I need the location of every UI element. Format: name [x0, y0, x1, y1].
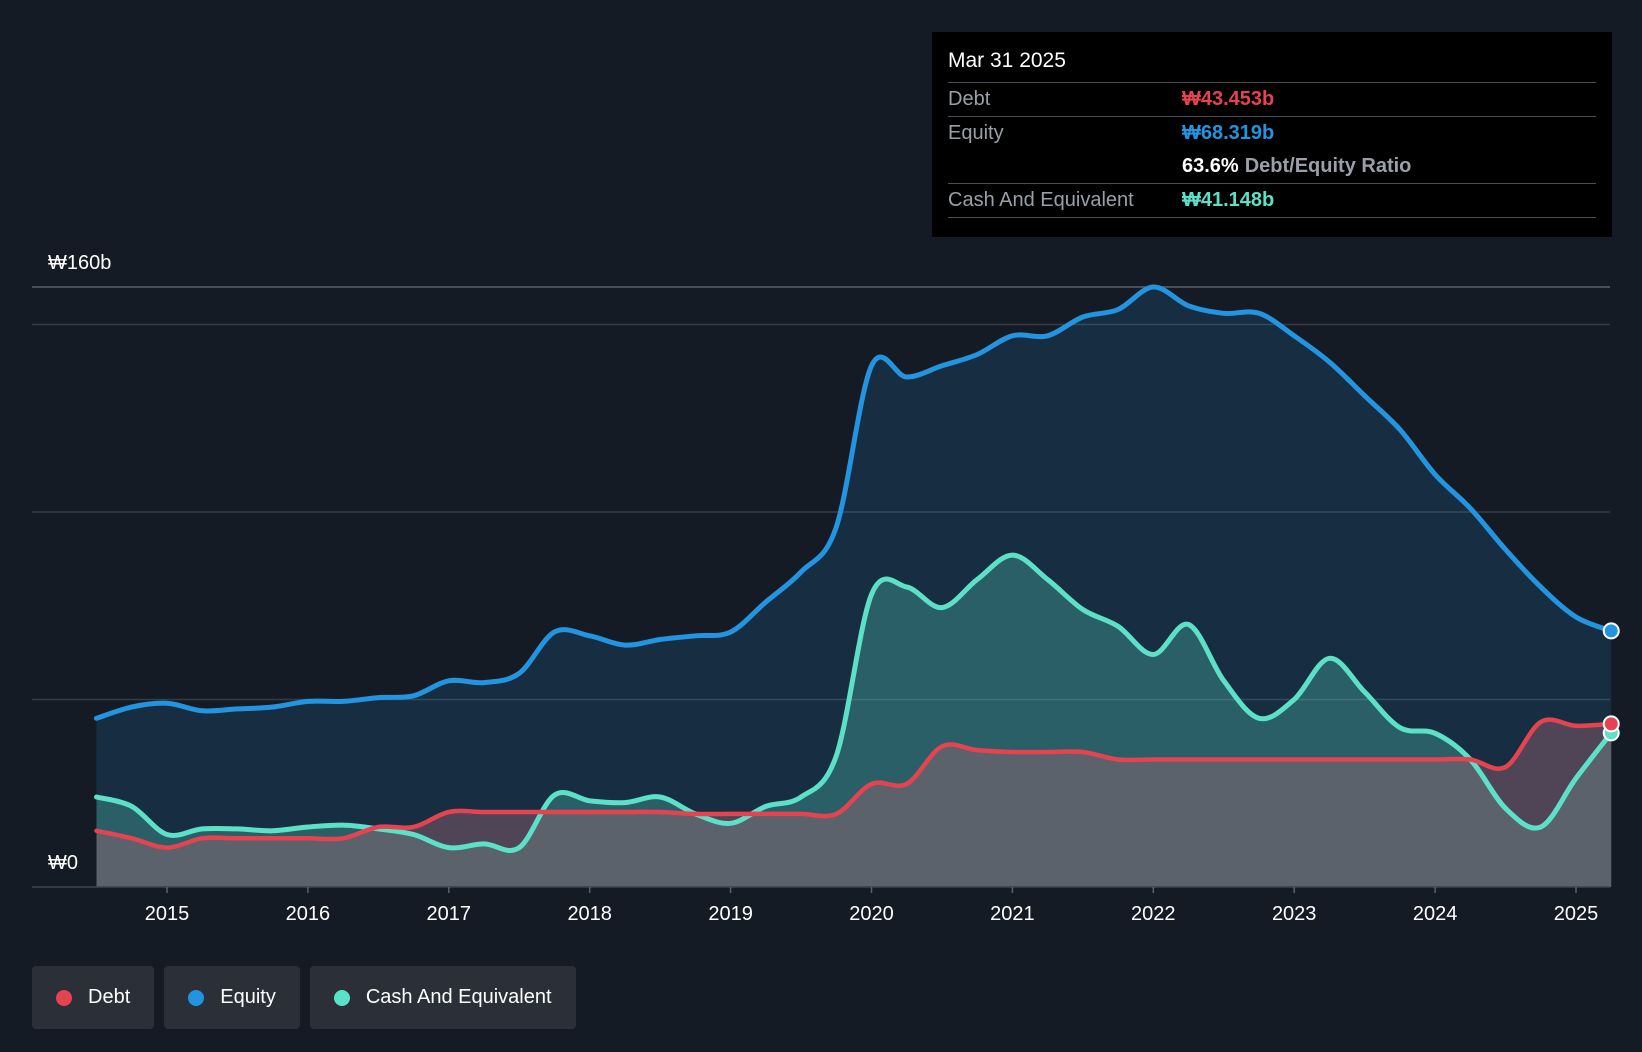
legend-cash-label: Cash And Equivalent — [365, 986, 552, 1008]
tooltip-cash-row: Cash And Equivalent ₩41.148b — [948, 184, 1596, 218]
tooltip-cash-label: Cash And Equivalent — [948, 189, 1134, 211]
tooltip-panel: Mar 31 2025 Debt ₩43.453b Equity ₩68.319… — [932, 32, 1612, 237]
tooltip-ratio-row: 63.6% Debt/Equity Ratio — [948, 150, 1596, 184]
tooltip-equity-label: Equity — [948, 122, 1004, 144]
chart-legend: Debt Equity Cash And Equivalent — [32, 966, 576, 1029]
legend-debt-dot-icon — [56, 989, 72, 1006]
debt-line — [94, 717, 1614, 850]
legend-item-debt[interactable]: Debt — [32, 966, 155, 1029]
x-tick-label: 2015 — [145, 903, 190, 925]
x-tick-label: 2021 — [990, 903, 1035, 925]
x-axis-ticks: 2015 2016 2017 2018 2019 2020 2021 2022 2023 2024… — [32, 886, 1610, 925]
y-axis-bottom-label: ₩0 — [48, 852, 78, 874]
cash-and-equivalent-line — [94, 552, 1614, 853]
x-tick-label: 2024 — [1413, 903, 1458, 925]
legend-item-cash[interactable]: Cash And Equivalent — [309, 966, 576, 1029]
x-tick-label: 2016 — [286, 903, 331, 925]
equity-area — [96, 286, 1612, 887]
equity-line — [94, 284, 1614, 721]
x-tick-label: 2023 — [1272, 903, 1317, 925]
x-tick-label: 2018 — [567, 903, 612, 925]
x-tick-label: 2020 — [849, 903, 894, 925]
legend-equity-label: Equity — [220, 986, 276, 1008]
series-lines — [94, 284, 1614, 853]
tooltip-debt-value: ₩43.453b — [1182, 88, 1275, 110]
legend-equity-dot-icon — [188, 989, 205, 1006]
cash-and-equivalent-area — [96, 555, 1612, 887]
x-tick-label: 2019 — [708, 903, 753, 925]
legend-cash-dot-icon — [333, 989, 350, 1006]
legend-debt-label: Debt — [88, 986, 131, 1008]
y-axis-top-label: ₩160b — [48, 252, 111, 274]
tooltip-equity-row: Equity ₩68.319b — [948, 117, 1596, 150]
tooltip-debt-row: Debt ₩43.453b — [948, 83, 1596, 117]
equity-end-marker — [1602, 622, 1620, 640]
tooltip-ratio-value: 63.6% — [1182, 155, 1239, 177]
x-tick-label: 2022 — [1131, 903, 1176, 925]
end-markers — [1602, 622, 1620, 742]
tooltip-debt-label: Debt — [948, 88, 991, 110]
tooltip-equity-value: ₩68.319b — [1182, 122, 1275, 144]
legend-item-equity[interactable]: Equity — [164, 966, 300, 1029]
x-tick-label: 2017 — [427, 903, 472, 925]
tooltip-ratio-label: Debt/Equity Ratio — [1244, 155, 1412, 177]
tooltip-date: Mar 31 2025 — [948, 46, 1596, 83]
debt-end-marker — [1602, 715, 1620, 733]
tooltip-cash-value: ₩41.148b — [1182, 189, 1275, 211]
x-tick-label: 2025 — [1554, 903, 1599, 925]
